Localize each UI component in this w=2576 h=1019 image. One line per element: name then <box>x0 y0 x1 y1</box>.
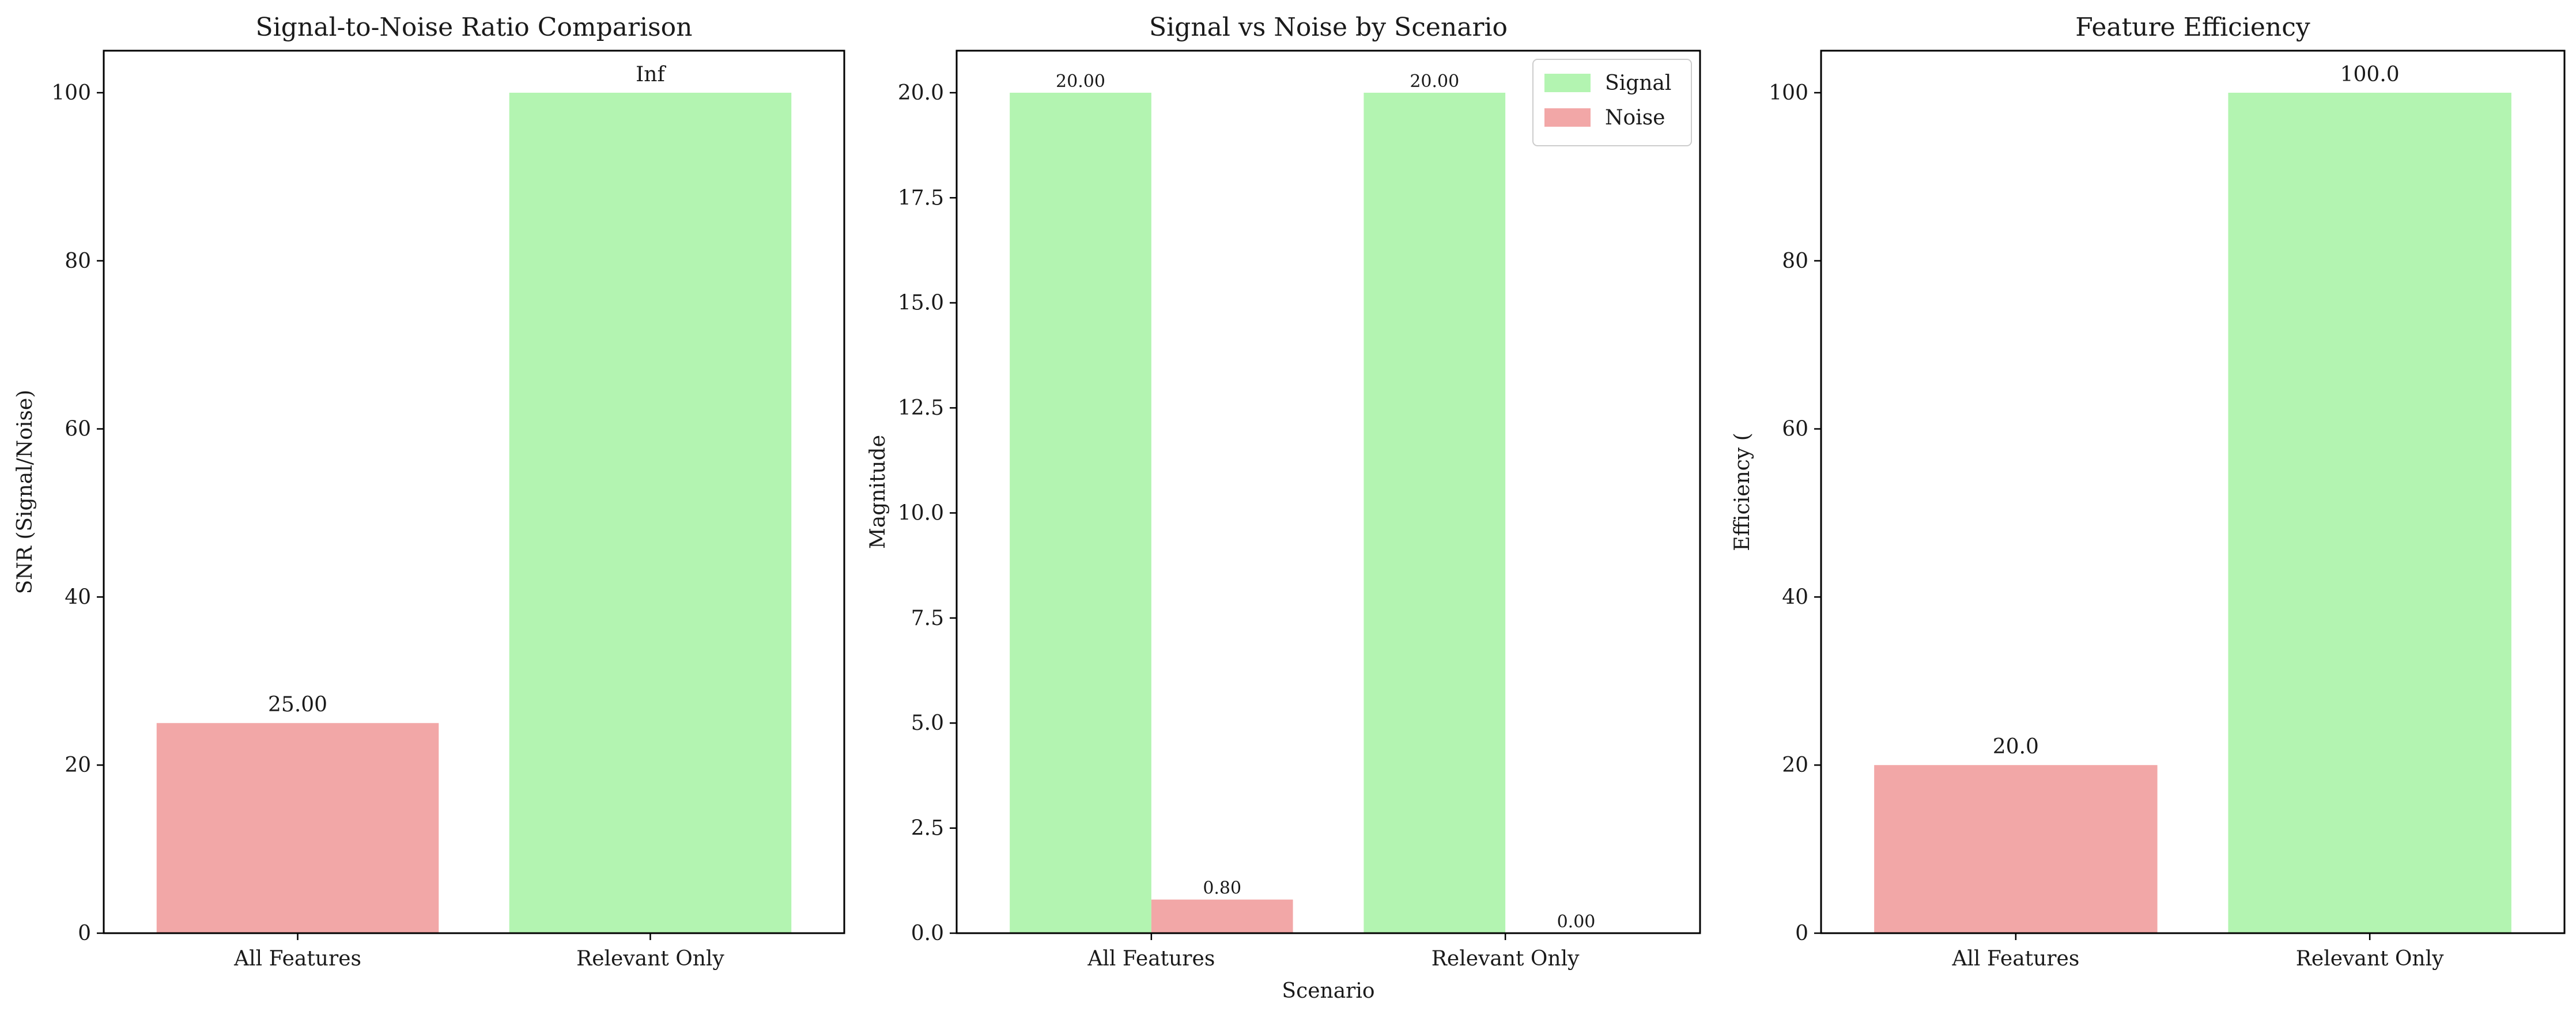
chart-title: Signal vs Noise by Scenario <box>1149 13 1508 42</box>
data-label-2: 100.0 <box>2340 63 2400 86</box>
chart-panel-1: 25.00 Inf 0 20 40 60 80 100 All Features Relevant… <box>13 13 845 971</box>
chart-panel-2: 20.00 20.00 0.80 0.00 0.0 2.5 5.0 7.5 10.0 12.5 15… <box>866 13 1701 1003</box>
x-tick-label: Relevant Only <box>1431 947 1580 971</box>
data-label-1: 25.00 <box>268 693 327 717</box>
y-tick-label: 100 <box>1769 81 1808 105</box>
y-tick-label: 40 <box>1782 585 1808 609</box>
legend-label-noise: Noise <box>1605 106 1665 130</box>
y-tick-label: 80 <box>1782 249 1808 273</box>
bar-noise-1 <box>1151 899 1293 933</box>
y-tick-label: 12.5 <box>898 396 944 420</box>
y-tick-label: 60 <box>1782 418 1808 441</box>
data-label-signal-1: 20.00 <box>1056 71 1105 92</box>
bar-1 <box>156 723 439 933</box>
plot-frame <box>955 50 1701 934</box>
x-axis-label: Scenario <box>1282 979 1374 1003</box>
y-tick-label: 0.0 <box>911 922 944 945</box>
x-tick-label: Relevant Only <box>2296 947 2444 971</box>
data-label-noise-1: 0.80 <box>1203 878 1241 899</box>
bar-signal-2 <box>1363 92 1506 933</box>
y-tick-label: 20 <box>1782 753 1808 777</box>
x-tick-label: All Features <box>1951 947 2079 971</box>
bar-signal-1 <box>1010 92 1151 933</box>
y-axis-label: Magnitude <box>866 435 890 549</box>
bar-2 <box>509 92 792 933</box>
legend-label-signal: Signal <box>1605 71 1671 95</box>
x-tick-label: Relevant Only <box>576 947 724 971</box>
legend: Signal Noise <box>1532 59 1692 146</box>
x-tick-label: All Features <box>1087 947 1215 971</box>
y-tick-label: 40 <box>65 585 91 609</box>
x-tick-label: All Features <box>233 947 361 971</box>
y-axis-label: Efficiency ( <box>1731 433 1754 551</box>
y-tick-label: 20.0 <box>898 81 944 105</box>
y-tick-label: 60 <box>65 418 91 441</box>
plot-frame <box>103 50 845 934</box>
data-label-1: 20.0 <box>1993 735 2039 759</box>
bar-2 <box>2228 92 2511 933</box>
data-label-noise-2: 0.00 <box>1557 912 1596 932</box>
y-tick-label: 17.5 <box>898 186 944 210</box>
y-tick-label: 0 <box>78 922 91 945</box>
y-tick-label: 80 <box>65 249 91 273</box>
y-tick-label: 100 <box>51 81 91 105</box>
y-axis-label: SNR (Signal/Noise) <box>13 390 37 594</box>
y-tick-label: 20 <box>65 753 91 777</box>
chart-panel-3: 20.0 100.0 0 20 40 60 80 100 All Features Relevan… <box>1731 13 2566 971</box>
y-tick-label: 7.5 <box>911 607 944 630</box>
data-label-signal-2: 20.00 <box>1410 71 1459 92</box>
plot-frame <box>1820 50 2566 934</box>
y-tick-label: 2.5 <box>911 817 944 840</box>
chart-title: Feature Efficiency <box>2075 13 2310 42</box>
data-label-2: Inf <box>636 63 666 86</box>
y-tick-label: 10.0 <box>898 501 944 525</box>
chart-title: Signal-to-Noise Ratio Comparison <box>256 13 693 42</box>
legend-swatch-signal <box>1544 74 1591 92</box>
y-tick-label: 0 <box>1795 922 1808 945</box>
y-tick-label: 15.0 <box>898 291 944 315</box>
bar-1 <box>1874 765 2158 933</box>
legend-swatch-noise <box>1544 108 1591 127</box>
y-tick-label: 5.0 <box>911 711 944 735</box>
